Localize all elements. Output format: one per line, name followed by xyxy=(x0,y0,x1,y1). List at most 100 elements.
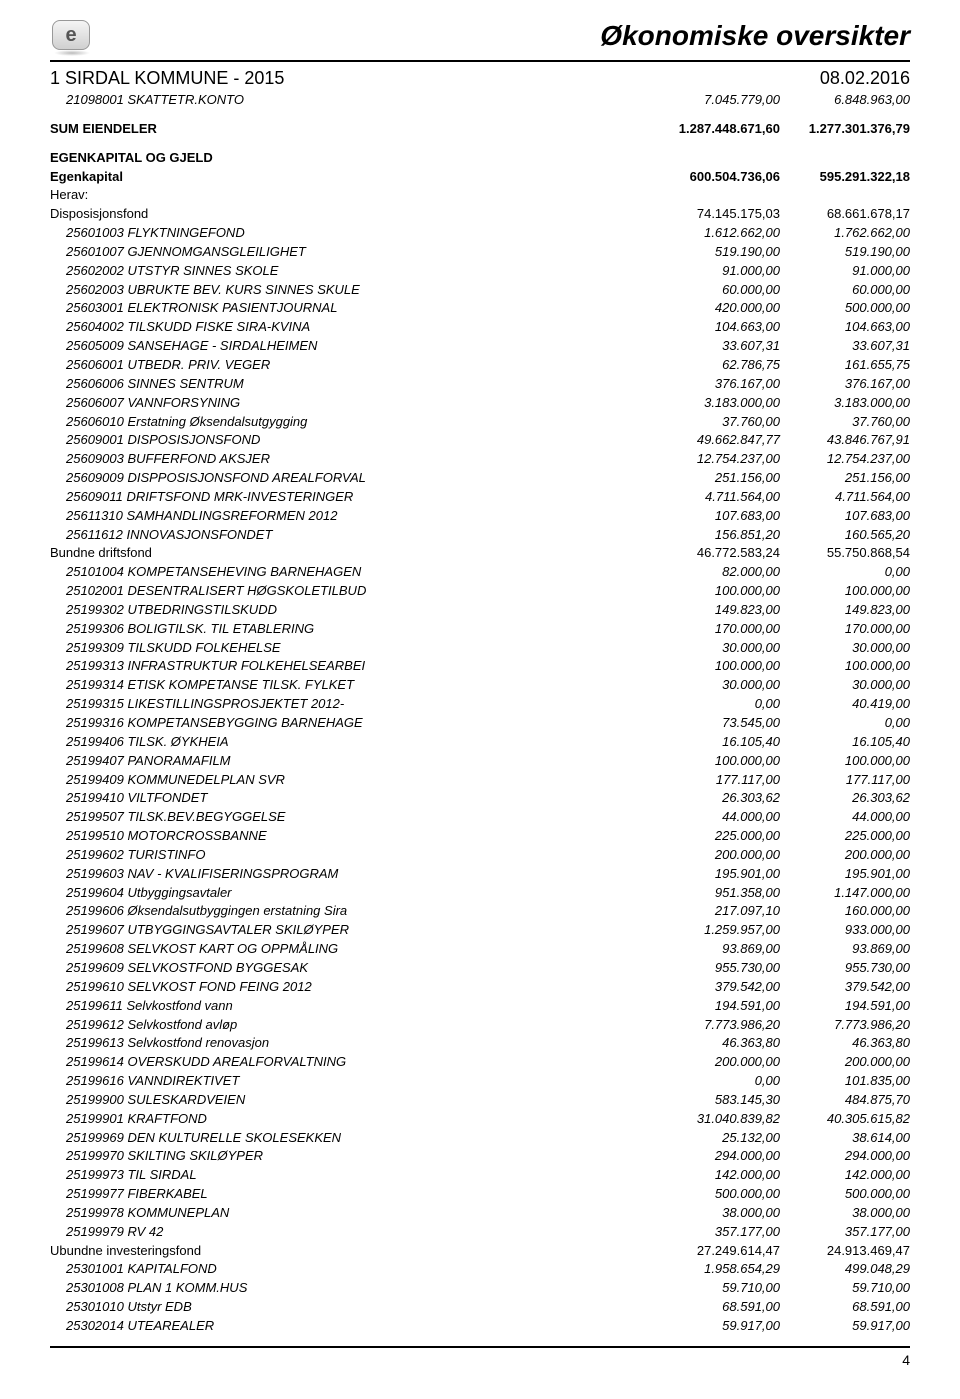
row-label: 25199302 UTBEDRINGSTILSKUDD xyxy=(50,601,650,620)
row-label: 25199973 TIL SIRDAL xyxy=(50,1166,650,1185)
row-col2: 500.000,00 xyxy=(780,1185,910,1204)
report-date: 08.02.2016 xyxy=(820,68,910,89)
row-col2: 499.048,29 xyxy=(780,1260,910,1279)
row-col1: 107.683,00 xyxy=(650,507,780,526)
row-col1: 376.167,00 xyxy=(650,375,780,394)
row-col1: 59.710,00 xyxy=(650,1279,780,1298)
row-label: 25604002 TILSKUDD FISKE SIRA-KVINA xyxy=(50,318,650,337)
table-row: 25601003 FLYKTNINGEFOND1.612.662,001.762… xyxy=(50,224,910,243)
table-row: 25199611 Selvkostfond vann194.591,00194.… xyxy=(50,997,910,1016)
table-row: 25605009 SANSEHAGE - SIRDALHEIMEN33.607,… xyxy=(50,337,910,356)
equity-header: EGENKAPITAL OG GJELD xyxy=(50,149,910,168)
page-number: 4 xyxy=(902,1352,910,1368)
row-label: 25199606 Øksendalsutbyggingen erstatning… xyxy=(50,902,650,921)
row-col2: 149.823,00 xyxy=(780,601,910,620)
table-row: 25199302 UTBEDRINGSTILSKUDD149.823,00149… xyxy=(50,601,910,620)
row-label: Bundne driftsfond xyxy=(50,544,650,563)
table-row: 25199973 TIL SIRDAL142.000,00142.000,00 xyxy=(50,1166,910,1185)
row-col1: 31.040.839,82 xyxy=(650,1110,780,1129)
row-col2: 40.305.615,82 xyxy=(780,1110,910,1129)
row-label: Egenkapital xyxy=(50,168,650,187)
row-col1: 156.851,20 xyxy=(650,526,780,545)
row-col1: 27.249.614,47 xyxy=(650,1242,780,1261)
row-col2: 16.105,40 xyxy=(780,733,910,752)
table-row: Bundne driftsfond46.772.583,2455.750.868… xyxy=(50,544,910,563)
table-row: 25199969 DEN KULTURELLE SKOLESEKKEN25.13… xyxy=(50,1129,910,1148)
table-row: 25199510 MOTORCROSSBANNE225.000,00225.00… xyxy=(50,827,910,846)
row-label: 25199510 MOTORCROSSBANNE xyxy=(50,827,650,846)
sum-col2: 1.277.301.376,79 xyxy=(780,120,910,139)
table-row: 25301008 PLAN 1 KOMM.HUS59.710,0059.710,… xyxy=(50,1279,910,1298)
row-label: 25199309 TILSKUDD FOLKEHELSE xyxy=(50,639,650,658)
row-label: 25199313 INFRASTRUKTUR FOLKEHELSEARBEI xyxy=(50,657,650,676)
row-col2: 161.655,75 xyxy=(780,356,910,375)
row-col1: 0,00 xyxy=(650,695,780,714)
row-col1: 30.000,00 xyxy=(650,676,780,695)
table-row: 25199970 SKILTING SKILØYPER294.000,00294… xyxy=(50,1147,910,1166)
row-col2: 59.710,00 xyxy=(780,1279,910,1298)
table-row: 25199507 TILSK.BEV.BEGYGGELSE44.000,0044… xyxy=(50,808,910,827)
row-col2: 100.000,00 xyxy=(780,582,910,601)
row-col1: 4.711.564,00 xyxy=(650,488,780,507)
row-col2: 104.663,00 xyxy=(780,318,910,337)
row-label: 25199609 SELVKOSTFOND BYGGESAK xyxy=(50,959,650,978)
table-row: 25199612 Selvkostfond avløp7.773.986,207… xyxy=(50,1016,910,1035)
row-label: Herav: xyxy=(50,186,650,205)
row-label: 25603001 ELEKTRONISK PASIENTJOURNAL xyxy=(50,299,650,318)
row-col2: 107.683,00 xyxy=(780,507,910,526)
table-row: 21098001 SKATTETR.KONTO7.045.779,006.848… xyxy=(50,91,910,110)
table-row: Ubundne investeringsfond27.249.614,4724.… xyxy=(50,1242,910,1261)
row-col1: 104.663,00 xyxy=(650,318,780,337)
row-col1: 60.000,00 xyxy=(650,281,780,300)
row-col2: 43.846.767,91 xyxy=(780,431,910,450)
row-label: 25601007 GJENNOMGANSGLEILIGHET xyxy=(50,243,650,262)
table-row: 25302014 UTEAREALER59.917,0059.917,00 xyxy=(50,1317,910,1336)
row-col1: 59.917,00 xyxy=(650,1317,780,1336)
row-label: 25606006 SINNES SENTRUM xyxy=(50,375,650,394)
row-col2: 251.156,00 xyxy=(780,469,910,488)
row-col2: 170.000,00 xyxy=(780,620,910,639)
row-label: 25199306 BOLIGTILSK. TIL ETABLERING xyxy=(50,620,650,639)
row-label: 25199607 UTBYGGINGSAVTALER SKILØYPER xyxy=(50,921,650,940)
row-label: 25301001 KAPITALFOND xyxy=(50,1260,650,1279)
row-col1: 357.177,00 xyxy=(650,1223,780,1242)
row-col1: 38.000,00 xyxy=(650,1204,780,1223)
row-label: 21098001 SKATTETR.KONTO xyxy=(50,91,650,110)
row-col2: 24.913.469,47 xyxy=(780,1242,910,1261)
table-row: 25102001 DESENTRALISERT HØGSKOLETILBUD10… xyxy=(50,582,910,601)
table-row: 25609001 DISPOSISJONSFOND49.662.847,7743… xyxy=(50,431,910,450)
table-row: 25301001 KAPITALFOND1.958.654,29499.048,… xyxy=(50,1260,910,1279)
row-label: 25601003 FLYKTNINGEFOND xyxy=(50,224,650,243)
row-label: 25199900 SULESKARDVEIEN xyxy=(50,1091,650,1110)
row-col1: 142.000,00 xyxy=(650,1166,780,1185)
table-row: 25199607 UTBYGGINGSAVTALER SKILØYPER1.25… xyxy=(50,921,910,940)
row-label: 25199612 Selvkostfond avløp xyxy=(50,1016,650,1035)
table-row: 25199900 SULESKARDVEIEN583.145,30484.875… xyxy=(50,1091,910,1110)
row-col1: 217.097,10 xyxy=(650,902,780,921)
table-row: 25606001 UTBEDR. PRIV. VEGER62.786,75161… xyxy=(50,356,910,375)
table-row: 25199602 TURISTINFO200.000,00200.000,00 xyxy=(50,846,910,865)
row-col2: 46.363,80 xyxy=(780,1034,910,1053)
table-row: Herav: xyxy=(50,186,910,205)
sum-label: SUM EIENDELER xyxy=(50,120,650,139)
table-row: 25199613 Selvkostfond renovasjon46.363,8… xyxy=(50,1034,910,1053)
row-col2: 160.565,20 xyxy=(780,526,910,545)
row-col2: 500.000,00 xyxy=(780,299,910,318)
row-label: 25199969 DEN KULTURELLE SKOLESEKKEN xyxy=(50,1129,650,1148)
row-col2: 3.183.000,00 xyxy=(780,394,910,413)
row-label: 25611612 INNOVASJONSFONDET xyxy=(50,526,650,545)
row-col2: 68.591,00 xyxy=(780,1298,910,1317)
row-label: 25199979 RV 42 xyxy=(50,1223,650,1242)
row-label: 25199602 TURISTINFO xyxy=(50,846,650,865)
row-label: 25606010 Erstatning Øksendalsutgygging xyxy=(50,413,650,432)
row-col2: 0,00 xyxy=(780,563,910,582)
row-col1: 100.000,00 xyxy=(650,752,780,771)
row-col2: 160.000,00 xyxy=(780,902,910,921)
row-col1: 73.545,00 xyxy=(650,714,780,733)
row-col1: 0,00 xyxy=(650,1072,780,1091)
table-row: 25199313 INFRASTRUKTUR FOLKEHELSEARBEI10… xyxy=(50,657,910,676)
row-col1: 33.607,31 xyxy=(650,337,780,356)
table-row: 25199609 SELVKOSTFOND BYGGESAK955.730,00… xyxy=(50,959,910,978)
row-col1: 46.772.583,24 xyxy=(650,544,780,563)
row-label: 25199970 SKILTING SKILØYPER xyxy=(50,1147,650,1166)
